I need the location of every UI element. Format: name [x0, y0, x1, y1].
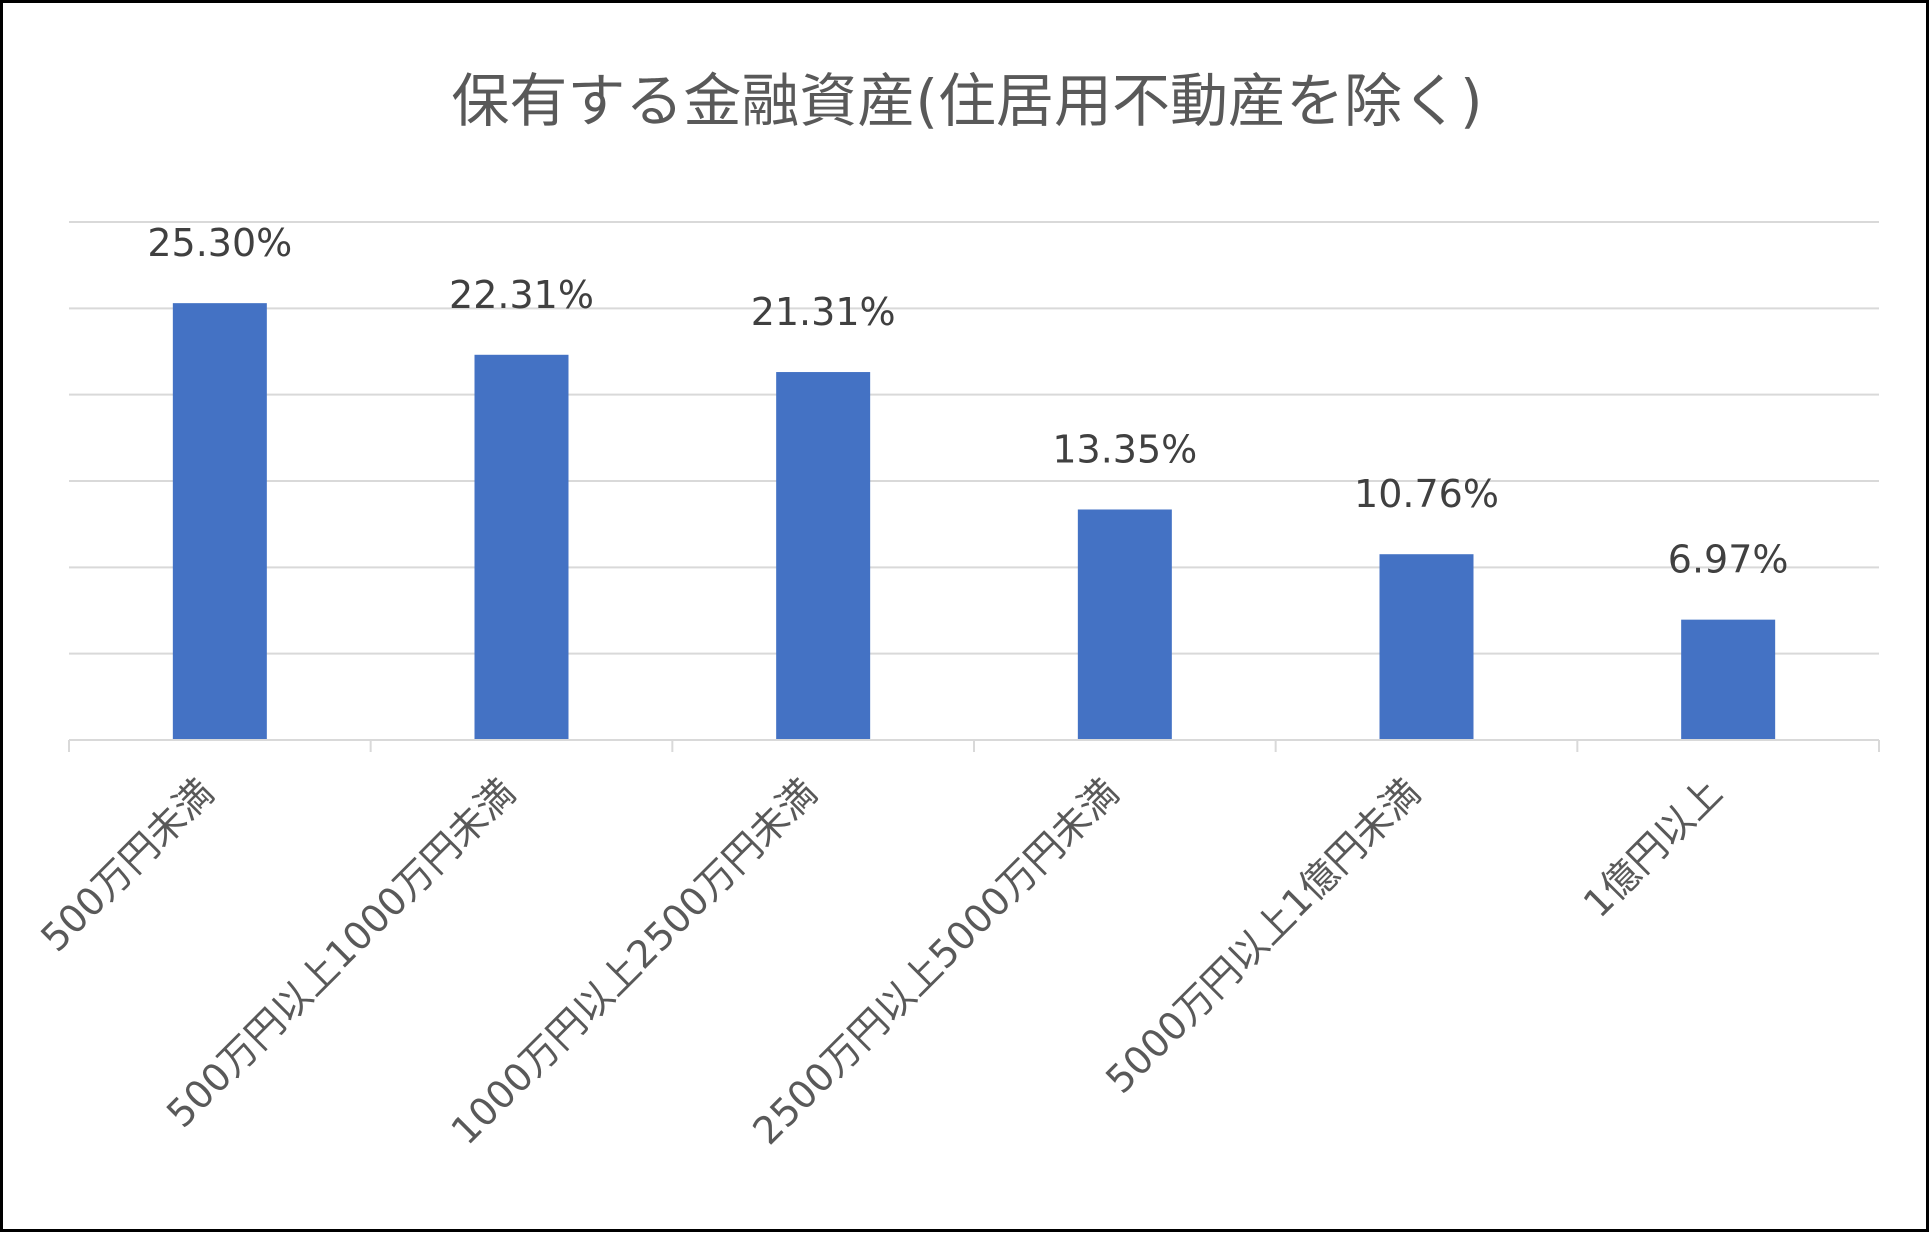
category-label: 1000万円以上2500万円未満	[443, 770, 826, 1153]
x-axis	[68, 739, 1880, 752]
category-label: 2500万円以上5000万円未満	[744, 770, 1127, 1153]
data-label: 22.31%	[449, 273, 594, 317]
data-label: 25.30%	[147, 221, 292, 265]
category-label: 5000万円以上1億円未満	[1097, 770, 1429, 1102]
category-label: 1億円以上	[1575, 770, 1731, 926]
bar	[1077, 509, 1172, 740]
data-label: 13.35%	[1052, 427, 1197, 471]
bar	[172, 303, 267, 740]
data-label: 21.31%	[751, 290, 896, 334]
bar	[1379, 554, 1474, 740]
data-label: 10.76%	[1354, 472, 1499, 516]
bar	[776, 372, 871, 740]
category-label: 500万円以上1000万円未満	[158, 770, 524, 1136]
bar	[474, 354, 569, 740]
category-label: 500万円未満	[32, 770, 222, 960]
category-labels: 500万円未満500万円以上1000万円未満1000万円以上2500万円未満25…	[32, 770, 1730, 1153]
gridlines	[69, 221, 1879, 655]
data-labels: 25.30% 22.31% 21.31% 13.35% 10.76% 6.97%	[147, 221, 1788, 581]
data-label: 6.97%	[1668, 538, 1789, 582]
bars	[172, 303, 1776, 740]
bar-chart: 保有する金融資産(住居用不動産を除く) 25.30% 22.31% 21.31% 13…	[32, 67, 1880, 1153]
bar	[1681, 619, 1776, 740]
chart-title: 保有する金融資産(住居用不動産を除く)	[451, 67, 1482, 135]
